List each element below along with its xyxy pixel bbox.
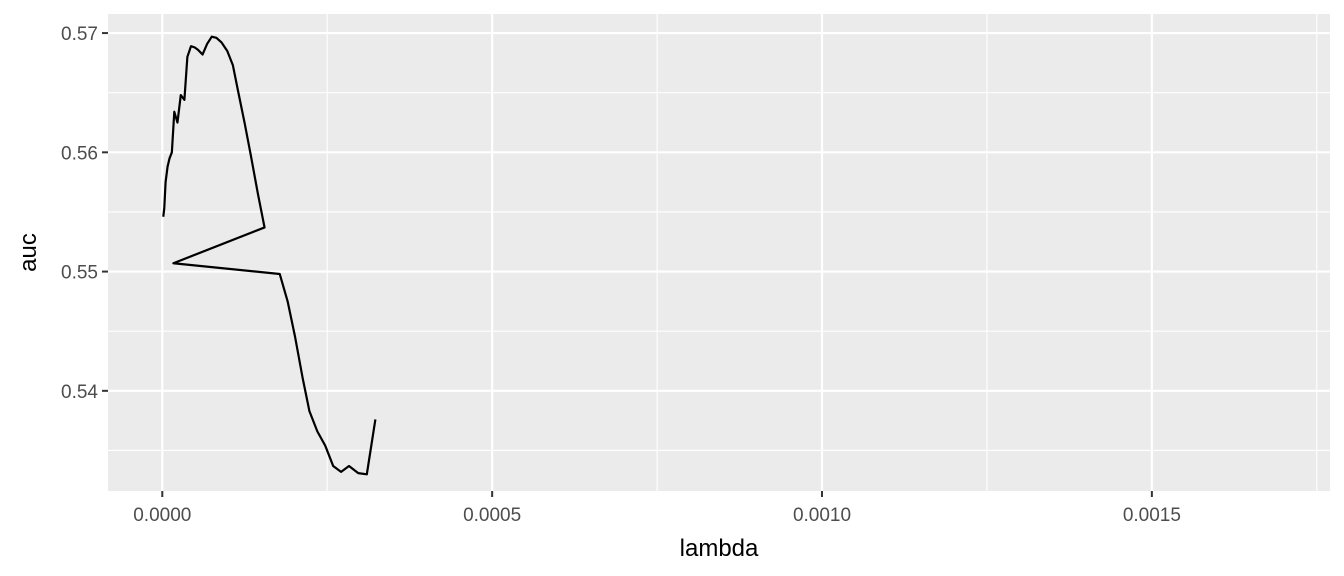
major-gridlines [108, 14, 1330, 491]
x-tick-label: 0.0010 [793, 505, 851, 526]
x-tick-label: 0.0000 [133, 505, 191, 526]
series-layer [162, 35, 377, 476]
x-axis: 0.0000 0.0005 0.0010 0.0015 [133, 491, 1181, 526]
plot-panel [108, 14, 1330, 491]
y-axis-title: auc [15, 233, 42, 272]
y-tick-label: 0.54 [61, 382, 98, 403]
y-axis: 0.54 0.55 0.56 0.57 [61, 24, 108, 403]
x-tick-label: 0.0005 [463, 505, 521, 526]
x-axis-title: lambda [680, 535, 759, 562]
x-tick-label: 0.0015 [1123, 505, 1181, 526]
y-tick-label: 0.57 [61, 24, 98, 45]
y-tick-label: 0.55 [61, 263, 98, 284]
y-tick-label: 0.56 [61, 143, 98, 164]
minor-gridlines [108, 14, 1330, 491]
series-line-1 [162, 35, 377, 476]
